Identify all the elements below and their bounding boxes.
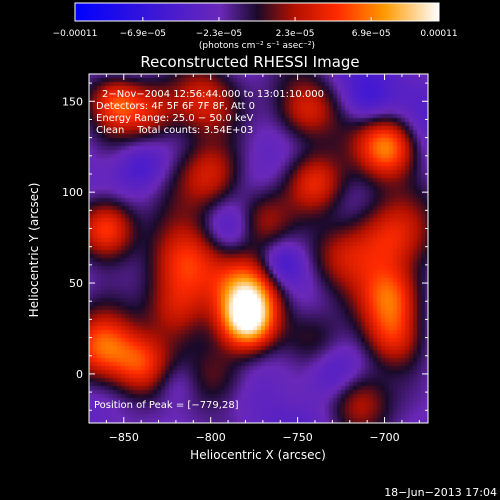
colorbar-tick-label: −6.9e−05 xyxy=(120,29,166,39)
y-tick-label: 100 xyxy=(62,186,83,199)
heatmap-container xyxy=(89,74,428,423)
colorbar: −0.00011 −6.9e−05 −2.3e−05 2.3e−05 6.9e−05 0.… xyxy=(53,2,458,51)
heatmap-image xyxy=(89,74,428,423)
x-tick-label: −800 xyxy=(196,431,226,444)
x-axis-label: Heliocentric X (arcsec) xyxy=(190,448,326,462)
plot-frame xyxy=(88,73,429,424)
colorbar-tick-label: −0.00011 xyxy=(53,29,98,39)
y-axis-ticks: 0 50 100 150 xyxy=(62,82,428,411)
x-axis-ticks: −850 −800 −750 −700 xyxy=(105,74,420,444)
x-tick-label: −750 xyxy=(283,431,313,444)
chart-title: Reconstructed RHESSI Image xyxy=(140,53,359,71)
annotation-time-range: 2−Nov−2004 12:56:44.000 to 13:01:10.000 xyxy=(102,89,324,100)
annotation-detectors: Detectors: 4F 5F 6F 7F 8F, Att 0 xyxy=(96,101,255,112)
peak-position-label: Position of Peak = [−779,28] xyxy=(94,400,239,411)
colorbar-ticks: −0.00011 −6.9e−05 −2.3e−05 2.3e−05 6.9e−05 0.… xyxy=(53,17,458,39)
y-axis-label: Heliocentric Y (arcsec) xyxy=(27,183,41,318)
colorbar-tick-label: 0.00011 xyxy=(420,29,457,39)
footer-date: 18−Jun−2013 17:04 xyxy=(384,486,497,499)
annotation-total-counts: Clean Total counts: 3.54E+03 xyxy=(96,125,253,136)
colorbar-unit-label: (photons cm⁻² s⁻¹ asec⁻²) xyxy=(199,41,315,51)
y-tick-label: 0 xyxy=(76,368,83,381)
x-tick-label: −850 xyxy=(109,431,139,444)
x-tick-label: −700 xyxy=(369,431,399,444)
annotation-energy-range: Energy Range: 25.0 − 50.0 keV xyxy=(96,113,253,124)
colorbar-tick-label: −2.3e−05 xyxy=(196,29,242,39)
colorbar-gradient xyxy=(74,2,440,22)
y-tick-label: 150 xyxy=(62,95,83,108)
colorbar-tick-label: 6.9e−05 xyxy=(352,29,391,39)
colorbar-tick-label: 2.3e−05 xyxy=(276,29,315,39)
y-tick-label: 50 xyxy=(69,277,83,290)
